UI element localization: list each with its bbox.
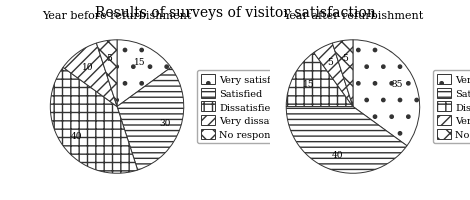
- Wedge shape: [332, 41, 353, 107]
- Text: 5: 5: [106, 53, 112, 62]
- Wedge shape: [286, 107, 407, 173]
- Text: 15: 15: [303, 80, 314, 89]
- Text: 35: 35: [392, 80, 403, 89]
- Text: 40: 40: [71, 132, 82, 141]
- Text: 30: 30: [159, 118, 170, 127]
- Wedge shape: [286, 53, 353, 107]
- Title: Year after refurbishment: Year after refurbishment: [283, 11, 423, 20]
- Text: 40: 40: [332, 150, 343, 159]
- Text: 5: 5: [327, 58, 333, 67]
- Wedge shape: [314, 44, 353, 107]
- Wedge shape: [50, 68, 138, 173]
- Wedge shape: [353, 41, 420, 146]
- Wedge shape: [117, 41, 171, 107]
- Legend: Very satisfied, Satisfied, Dissatisfied, Very dissatisfied, No response: Very satisfied, Satisfied, Dissatisfied,…: [197, 71, 305, 143]
- Wedge shape: [96, 41, 117, 107]
- Text: 15: 15: [134, 58, 146, 67]
- Title: Year before refurbishment: Year before refurbishment: [42, 11, 192, 20]
- Text: 5: 5: [342, 53, 348, 62]
- Wedge shape: [117, 68, 184, 170]
- Legend: Very satisfied, Satisfied, Dissatisfied, Very dissatisfied, No response: Very satisfied, Satisfied, Dissatisfied,…: [433, 71, 470, 143]
- Wedge shape: [63, 44, 117, 107]
- Text: 10: 10: [82, 62, 94, 71]
- Text: Results of surveys of visitor satisfaction: Results of surveys of visitor satisfacti…: [94, 6, 376, 20]
